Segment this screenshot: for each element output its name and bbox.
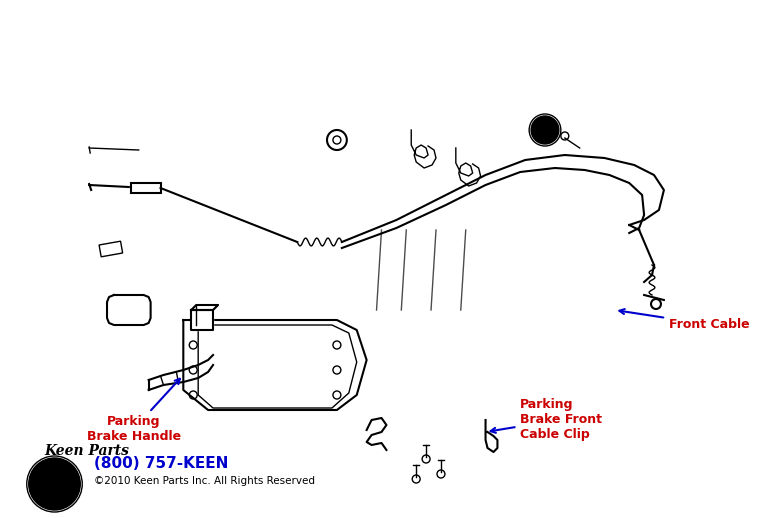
Circle shape: [531, 116, 559, 144]
Polygon shape: [191, 310, 213, 330]
Text: Front Cable: Front Cable: [619, 309, 749, 331]
Text: (800) 757-KEEN: (800) 757-KEEN: [94, 456, 229, 471]
Bar: [131, 183, 160, 193]
Text: Parking
Brake Handle: Parking Brake Handle: [87, 379, 181, 443]
Bar: [99, 241, 122, 257]
Text: Keen Parts: Keen Parts: [45, 444, 129, 458]
Circle shape: [28, 458, 80, 510]
Text: ©2010 Keen Parts Inc. All Rights Reserved: ©2010 Keen Parts Inc. All Rights Reserve…: [94, 476, 315, 486]
Polygon shape: [107, 295, 151, 325]
Text: Parking
Brake Front
Cable Clip: Parking Brake Front Cable Clip: [490, 398, 602, 441]
